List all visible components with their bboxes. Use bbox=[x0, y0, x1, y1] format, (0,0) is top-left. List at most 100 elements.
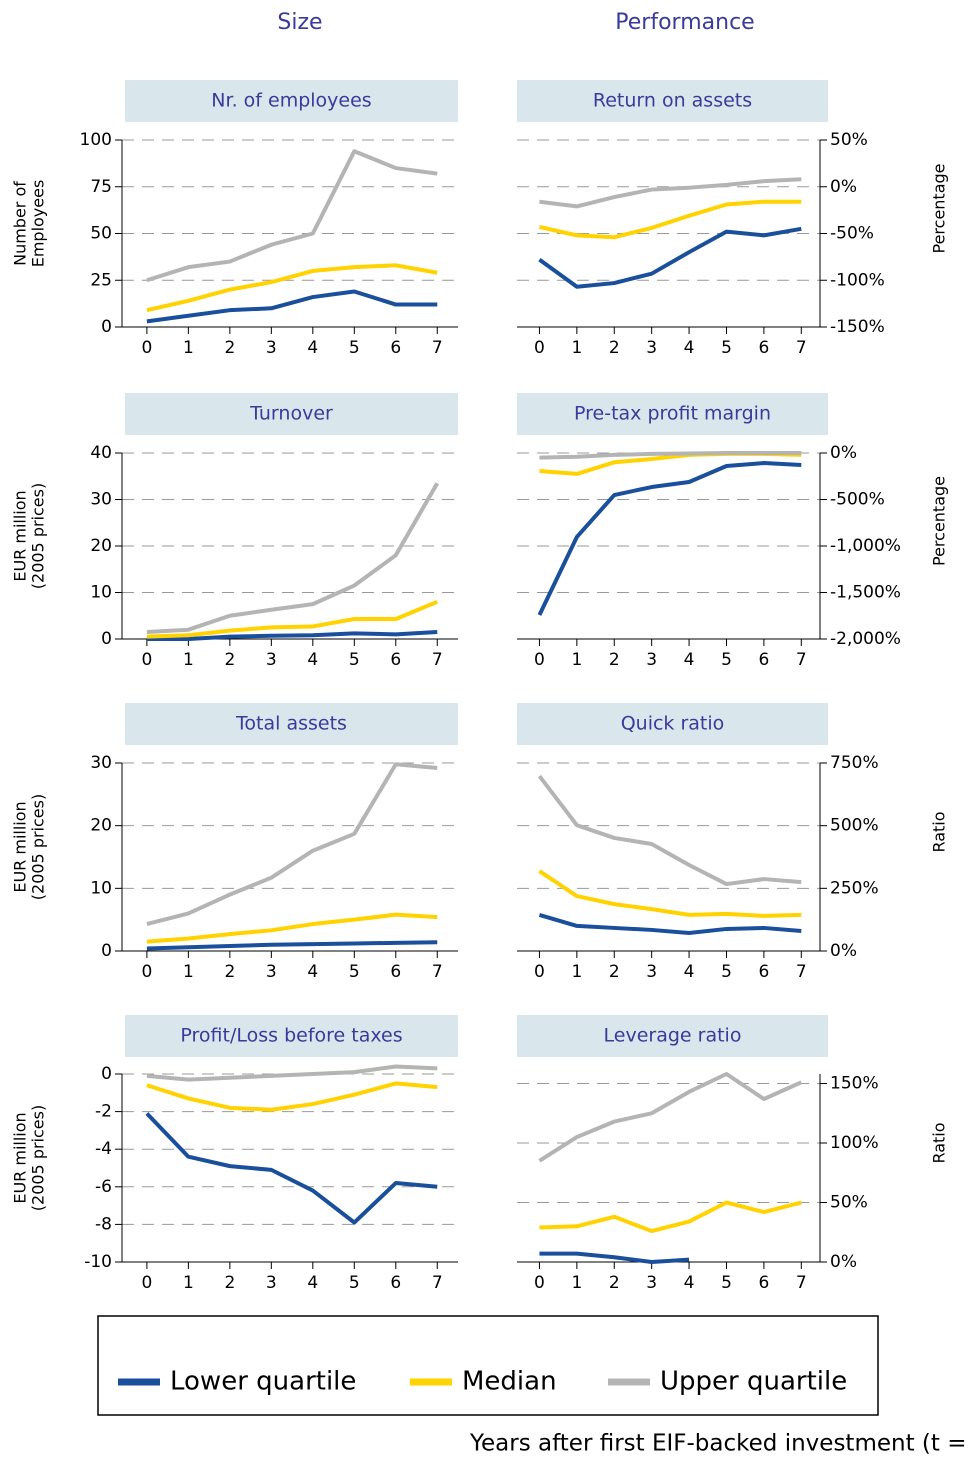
x-tick-label: 1 bbox=[183, 962, 194, 982]
x-tick-label: 5 bbox=[349, 962, 360, 982]
y-tick-label: -1,500% bbox=[830, 583, 901, 603]
y-tick-label: -50% bbox=[830, 224, 874, 244]
x-tick-label: 0 bbox=[534, 650, 545, 670]
x-tick-label: 0 bbox=[141, 1273, 152, 1293]
y-axis-label: Ratio bbox=[930, 811, 949, 852]
series-line bbox=[539, 1251, 690, 1264]
legend-label: Median bbox=[462, 1367, 557, 1397]
panel-title-box bbox=[517, 80, 828, 122]
x-tick-label: 0 bbox=[534, 962, 545, 982]
x-tick-label: 7 bbox=[796, 338, 807, 358]
y-axis-label: Employees bbox=[29, 180, 48, 268]
x-tick-label: 1 bbox=[571, 1273, 582, 1293]
x-tick-label: 4 bbox=[684, 962, 695, 982]
series-line bbox=[146, 1081, 438, 1112]
y-tick-label: -8 bbox=[95, 1214, 112, 1234]
x-tick-label: 7 bbox=[796, 650, 807, 670]
y-tick-label: -150% bbox=[830, 317, 885, 337]
y-tick-label: 50% bbox=[830, 130, 868, 150]
panel-title: Nr. of employees bbox=[211, 90, 371, 112]
y-axis-label: EUR million bbox=[11, 801, 30, 892]
x-tick-label: 4 bbox=[684, 338, 695, 358]
series-line bbox=[537, 461, 802, 616]
x-tick-label: 3 bbox=[646, 1273, 657, 1293]
x-tick-label: 2 bbox=[609, 650, 620, 670]
x-tick-label: 2 bbox=[609, 962, 620, 982]
x-tick-label: 2 bbox=[224, 338, 235, 358]
x-tick-label: 1 bbox=[571, 650, 582, 670]
x-tick-label: 0 bbox=[534, 1273, 545, 1293]
panel-title-box bbox=[517, 393, 828, 435]
x-tick-label: 4 bbox=[307, 962, 318, 982]
y-tick-label: 50% bbox=[830, 1193, 868, 1213]
y-tick-label: 250% bbox=[830, 878, 879, 898]
x-tick-label: 3 bbox=[646, 650, 657, 670]
x-tick-label: 4 bbox=[684, 650, 695, 670]
legend-label: Upper quartile bbox=[660, 1367, 847, 1397]
x-tick-label: 6 bbox=[758, 650, 769, 670]
y-tick-label: -10 bbox=[84, 1252, 112, 1272]
y-tick-label: 100 bbox=[80, 130, 112, 150]
panel-title: Return on assets bbox=[593, 90, 752, 112]
y-tick-label: -4 bbox=[95, 1139, 112, 1159]
x-tick-label: 6 bbox=[758, 338, 769, 358]
y-tick-label: 150% bbox=[830, 1074, 879, 1094]
y-tick-label: 25 bbox=[90, 270, 112, 290]
y-tick-label: 0 bbox=[101, 317, 112, 337]
y-tick-label: 10 bbox=[90, 583, 112, 603]
x-tick-label: 5 bbox=[349, 1273, 360, 1293]
x-tick-label: 7 bbox=[432, 650, 443, 670]
series-line bbox=[145, 1112, 438, 1225]
panel-title-box bbox=[125, 393, 458, 435]
x-tick-label: 7 bbox=[432, 1273, 443, 1293]
y-axis-label: Number of bbox=[11, 181, 30, 266]
x-tick-label: 1 bbox=[571, 338, 582, 358]
x-tick-label: 2 bbox=[224, 1273, 235, 1293]
x-tick-label: 0 bbox=[534, 338, 545, 358]
y-tick-label: -100% bbox=[830, 270, 885, 290]
x-tick-label: 7 bbox=[432, 338, 443, 358]
series-line bbox=[146, 1064, 438, 1082]
x-tick-label: 1 bbox=[183, 1273, 194, 1293]
y-tick-label: 0 bbox=[101, 941, 112, 961]
y-tick-label: -2 bbox=[95, 1102, 112, 1122]
series-line bbox=[538, 912, 802, 935]
series-line bbox=[146, 149, 438, 283]
y-tick-label: 100% bbox=[830, 1133, 879, 1153]
y-tick-label: 50 bbox=[90, 224, 112, 244]
y-tick-label: 20 bbox=[90, 536, 112, 556]
y-tick-label: 750% bbox=[830, 753, 879, 773]
series-line bbox=[146, 630, 438, 641]
y-tick-label: -500% bbox=[830, 490, 885, 510]
x-tick-label: 6 bbox=[390, 338, 401, 358]
x-tick-label: 4 bbox=[684, 1273, 695, 1293]
y-tick-label: 0% bbox=[830, 177, 857, 197]
series-line bbox=[538, 869, 802, 918]
x-tick-label: 5 bbox=[721, 338, 732, 358]
y-tick-label: 40 bbox=[90, 443, 112, 463]
x-tick-label: 3 bbox=[266, 1273, 277, 1293]
y-axis-label: (2005 prices) bbox=[29, 794, 48, 900]
x-tick-label: 2 bbox=[224, 650, 235, 670]
y-tick-label: -6 bbox=[95, 1177, 112, 1197]
y-tick-label: -2,000% bbox=[830, 629, 901, 649]
y-tick-label: 0% bbox=[830, 1252, 857, 1272]
x-tick-label: 4 bbox=[307, 650, 318, 670]
panel-title-box bbox=[517, 1015, 828, 1057]
x-tick-label: 0 bbox=[141, 338, 152, 358]
y-tick-label: 0% bbox=[830, 941, 857, 961]
panel-title-box bbox=[125, 80, 458, 122]
x-axis-label: Years after first EIF-backed investment … bbox=[469, 1431, 966, 1457]
series-line bbox=[538, 1072, 803, 1163]
y-tick-label: 500% bbox=[830, 816, 879, 836]
y-tick-label: -1,000% bbox=[830, 536, 901, 556]
column-header: Size bbox=[277, 10, 322, 35]
y-tick-label: 0 bbox=[101, 629, 112, 649]
x-tick-label: 6 bbox=[758, 1273, 769, 1293]
x-tick-label: 3 bbox=[266, 962, 277, 982]
y-axis-label: Ratio bbox=[930, 1122, 949, 1163]
x-tick-label: 1 bbox=[183, 650, 194, 670]
y-tick-label: 0 bbox=[101, 1064, 112, 1084]
panel-title-box bbox=[517, 703, 828, 745]
